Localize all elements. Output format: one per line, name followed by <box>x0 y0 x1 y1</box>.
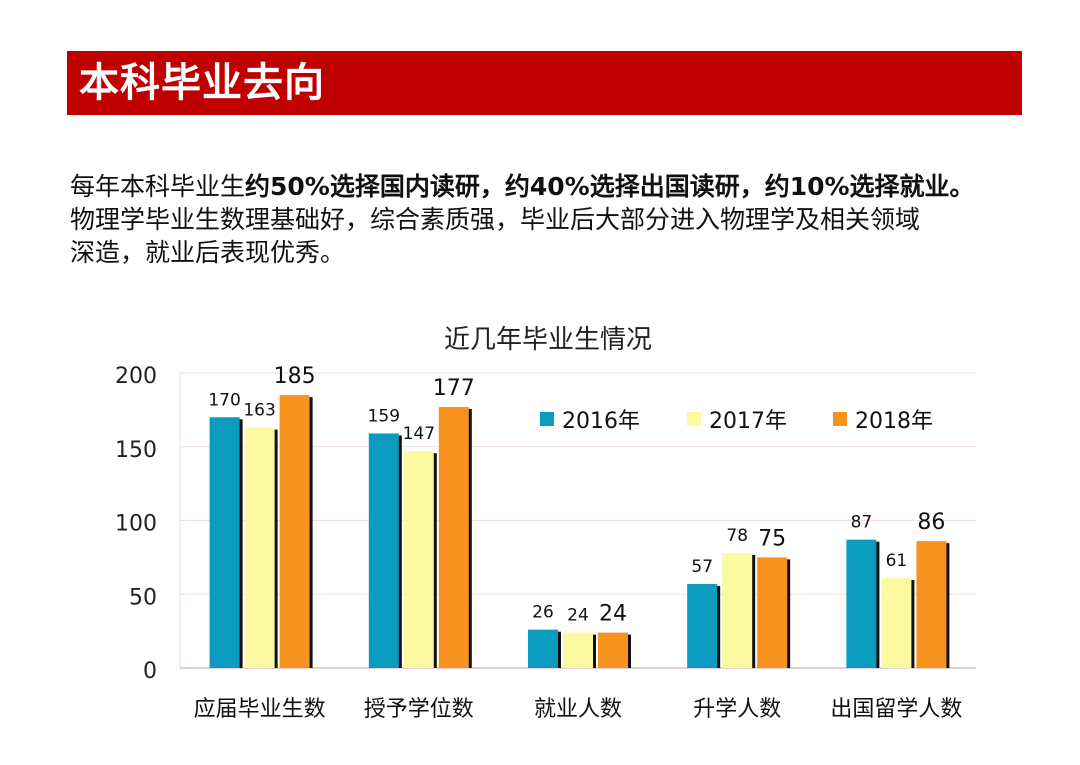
data-label: 87 <box>851 513 873 533</box>
data-label: 26 <box>532 603 554 623</box>
intro-line-3: 深造，就业后表现优秀。 <box>70 238 346 267</box>
data-label: 24 <box>599 602 627 627</box>
y-tick-label: 0 <box>143 659 157 684</box>
intro-line-1-plain: 每年本科毕业生 <box>70 172 246 201</box>
intro-line-1-bold: 约50%选择国内读研，约40%选择出国读研，约10%选择就业。 <box>245 172 975 201</box>
bar <box>244 427 275 668</box>
bar <box>528 629 558 668</box>
bar <box>881 578 912 668</box>
legend-swatch <box>687 412 701 426</box>
bar <box>846 539 877 668</box>
y-tick-label: 200 <box>115 364 157 389</box>
x-tick-label: 授予学位数 <box>364 697 474 722</box>
data-label: 185 <box>274 364 316 389</box>
bar <box>563 632 593 668</box>
chart-axes: 0 50 100 150 200 应届毕业生数 授予学位数 就业人数 升学人数 出国留学人数 <box>115 364 976 722</box>
bar <box>403 451 434 668</box>
data-label: 159 <box>368 406 400 426</box>
slide-title: 本科毕业去向 <box>79 60 325 106</box>
bar <box>279 395 310 668</box>
intro-paragraph: 每年本科毕业生约50%选择国内读研，约40%选择出国读研，约10%选择就业。 物… <box>70 170 1060 269</box>
intro-line-2: 物理学毕业生数理基础好，综合素质强，毕业后大部分进入物理学及相关领域 <box>70 205 921 234</box>
bar <box>722 552 753 668</box>
bar <box>209 417 240 668</box>
graduates-bar-chart: 近几年毕业生情况 0 50 100 150 200 应届毕业生数 授予学位数 就业人数 升学人数… <box>115 325 976 722</box>
data-label: 86 <box>917 510 945 535</box>
bar <box>757 557 788 668</box>
data-label: 163 <box>243 401 275 421</box>
x-tick-label: 应届毕业生数 <box>194 697 326 722</box>
data-label: 61 <box>886 551 908 571</box>
y-tick-label: 100 <box>115 512 157 537</box>
legend-swatch <box>540 412 554 426</box>
chart-grid <box>180 372 976 595</box>
y-tick-label: 50 <box>129 585 157 610</box>
legend-swatch <box>833 412 847 426</box>
data-label: 177 <box>433 376 475 401</box>
x-tick-label: 升学人数 <box>693 697 781 722</box>
data-label: 147 <box>403 424 435 444</box>
bar <box>916 541 947 668</box>
data-label: 75 <box>758 526 786 551</box>
bar <box>368 433 399 668</box>
legend-label: 2016年 <box>562 409 640 434</box>
data-label: 170 <box>208 390 240 410</box>
data-label: 57 <box>691 557 713 577</box>
bar <box>687 583 718 668</box>
chart-title: 近几年毕业生情况 <box>444 325 652 355</box>
intro-line-1: 每年本科毕业生约50%选择国内读研，约40%选择出国读研，约10%选择就业。 <box>70 170 1060 203</box>
chart-bars <box>209 395 950 668</box>
bar <box>598 632 628 668</box>
bar <box>438 406 469 668</box>
legend-label: 2018年 <box>855 409 933 434</box>
y-tick-label: 150 <box>115 438 157 463</box>
data-label: 24 <box>567 606 589 626</box>
x-tick-label: 出国留学人数 <box>830 697 962 722</box>
data-label: 78 <box>726 526 748 546</box>
legend-label: 2017年 <box>709 409 787 434</box>
chart-legend: 2016年 2017年 2018年 <box>540 409 933 434</box>
x-tick-label: 就业人数 <box>534 697 622 722</box>
title-banner: 本科毕业去向 <box>67 51 1022 115</box>
